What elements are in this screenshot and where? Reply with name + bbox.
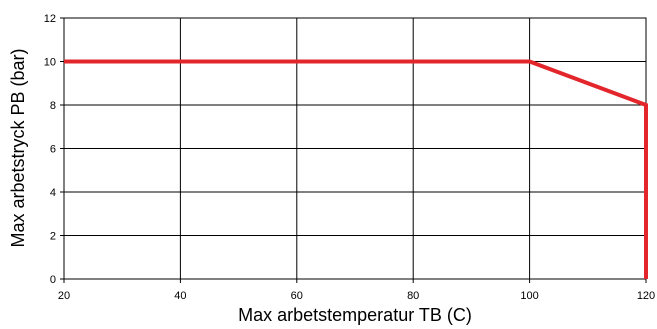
y-tick-label: 6 <box>50 144 56 156</box>
series-line <box>64 59 648 279</box>
data-point <box>646 105 647 106</box>
data-point <box>646 279 647 280</box>
y-tick-label: 10 <box>44 57 56 69</box>
x-tick-label: 20 <box>58 290 70 302</box>
y-tick-label: 12 <box>44 13 56 25</box>
data-point <box>529 61 530 62</box>
x-tick-label: 60 <box>291 290 303 302</box>
x-tick-label: 80 <box>407 290 419 302</box>
y-tick-label: 0 <box>50 274 56 286</box>
y-tick-label: 8 <box>50 100 56 112</box>
x-axis-ticks: 20 40 60 80 100 120 <box>58 279 655 302</box>
y-tick-label: 2 <box>50 231 56 243</box>
x-tick-label: 120 <box>637 290 655 302</box>
y-tick-label: 4 <box>50 187 56 199</box>
data-point <box>64 61 65 62</box>
x-tick-label: 40 <box>174 290 186 302</box>
y-axis-label: Max arbetstryck PB (bar) <box>8 48 28 247</box>
series-group <box>64 59 648 280</box>
y-axis-ticks: 0 2 4 6 8 10 12 <box>44 13 64 286</box>
x-axis-label: Max arbetstemperatur TB (C) <box>238 305 472 325</box>
x-tick-label: 100 <box>520 290 538 302</box>
